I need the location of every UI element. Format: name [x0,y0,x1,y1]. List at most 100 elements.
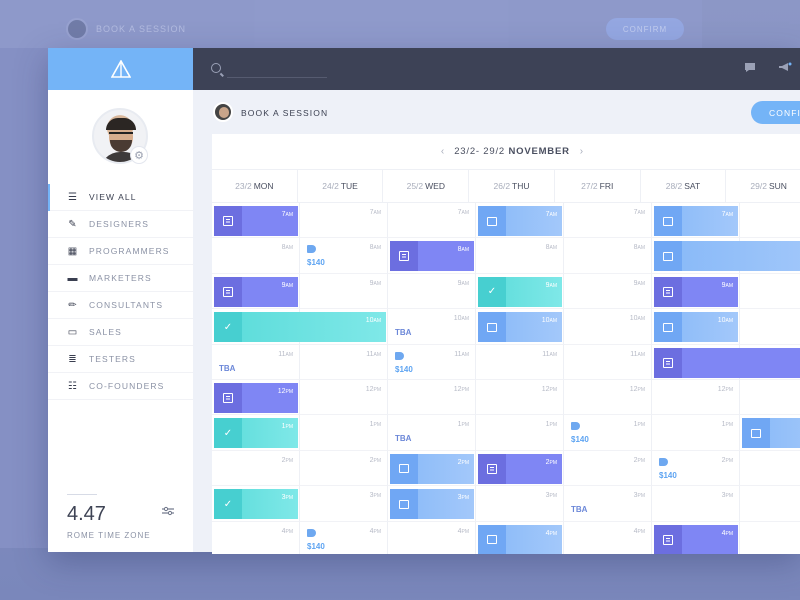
day-name: FRI [599,181,614,191]
time-slot[interactable]: 12PM [652,380,740,416]
time-slot[interactable]: 8AM [476,238,564,274]
time-slot[interactable]: 1PM [388,415,476,451]
time-slot[interactable]: 12PM [740,380,800,416]
time-slot[interactable]: 2PM [652,450,740,487]
time-slot[interactable]: 12PM [476,380,564,416]
chevron-right-icon[interactable]: › [579,146,584,157]
sidebar-item-testers[interactable]: ≣ TESTERS [48,346,193,373]
sidebar-item-designers[interactable]: ✎ DESIGNERS [48,211,193,238]
session-block[interactable]: 2PM [390,453,474,484]
sidebar-item-view-all[interactable]: ☰ VIEW ALL [48,184,193,211]
time-slot[interactable]: 7AM [300,203,388,239]
sidebar-item-sales[interactable]: ▭ SALES [48,319,193,346]
day-header[interactable]: 23/2 MON [212,170,298,202]
time-slot[interactable]: 1PM [740,415,800,451]
session-block[interactable]: 8AM [390,241,474,272]
time-slot[interactable]: 1PM [564,415,652,451]
time-slot[interactable]: 10AM [740,309,800,345]
time-slot[interactable]: 11AM [476,344,564,380]
session-block[interactable]: 7AM [654,206,738,236]
time-slot[interactable]: 8AM [300,238,388,274]
time-slot[interactable]: 2PM [740,451,800,487]
time-slot[interactable]: 4PM [564,521,652,554]
sidebar-item-consultants[interactable]: ✏ CONSULTANTS [48,292,193,319]
time-slot[interactable]: 3PM [564,486,652,522]
sidebar-item-marketers[interactable]: ▬ MARKETERS [48,265,193,292]
time-slot[interactable]: 4PM [740,522,800,554]
session-block[interactable]: 10AM [654,312,738,343]
time-slot[interactable]: 7AM [564,203,652,239]
time-slot[interactable]: 10AM [388,309,476,345]
session-block[interactable]: 12PM [214,383,298,413]
time-slot[interactable]: 9AM [388,273,476,310]
time-slot[interactable]: 11AM [564,344,652,380]
session-block[interactable]: 9AM [654,276,738,307]
session-block[interactable]: 2PM [478,453,562,484]
time-slot[interactable]: 9AM [300,273,388,310]
session-block[interactable]: 3PM [390,489,474,520]
session-block[interactable]: ✓ 3PM [214,489,298,520]
session-block[interactable]: 8AM [654,241,800,272]
time-slot[interactable]: 11AM [300,344,388,380]
time-slot[interactable]: 9AM [740,274,800,310]
day-header[interactable]: 27/2 FRI [555,170,641,202]
time-slot[interactable]: 8AM [740,238,800,274]
time-slot[interactable]: 4PM [300,521,388,554]
session-block[interactable]: 4PM [654,524,738,554]
day-name: MON [253,181,274,191]
adjust-icon[interactable] [162,506,174,519]
time-slot[interactable]: 9AM [564,273,652,310]
day-header[interactable]: 24/2 TUE [298,170,384,202]
time-slot[interactable]: 12PM [564,380,652,416]
time-slot[interactable]: 2PM [212,450,300,487]
time-slot[interactable]: 3PM [476,486,564,522]
session-block[interactable]: 7AM [214,206,298,236]
confirm-button[interactable]: CONFIRM [751,101,800,124]
time-slot[interactable]: 12PM [300,380,388,416]
sidebar-item-programmers[interactable]: ▦ PROGRAMMERS [48,238,193,265]
gear-icon[interactable]: ⚙ [130,146,148,164]
time-slot[interactable]: 2PM [300,450,388,487]
day-header[interactable]: 26/2 THU [469,170,555,202]
sidebar-item-co-founders[interactable]: ☷ CO-FOUNDERS [48,373,193,400]
chat-icon[interactable] [744,62,758,74]
time-slot[interactable]: 8AM [564,238,652,274]
time-slot[interactable]: 11AM [740,345,800,380]
time-slot[interactable]: 1PM [300,415,388,451]
time-slot[interactable]: 1PM [476,415,564,451]
session-block[interactable]: 10AM [478,312,562,343]
search-input[interactable] [227,60,327,78]
slot-time: 1PM [457,421,469,429]
session-block[interactable]: 11AM [654,347,800,378]
time-slot[interactable]: 8AM [212,238,300,274]
session-block[interactable]: ✓ 9AM [478,276,562,307]
time-slot[interactable]: 10AM [564,309,652,345]
search-icon[interactable] [211,63,221,73]
session-block[interactable]: ✓ 1PM [214,418,298,449]
time-slot[interactable]: 3PM [740,486,800,522]
time-slot[interactable]: 3PM [652,486,740,522]
time-slot[interactable]: 7AM [740,203,800,239]
session-block[interactable]: 9AM [214,276,298,307]
brand-logo[interactable] [48,48,193,90]
time-slot[interactable]: 2PM [564,450,652,487]
session-block[interactable]: ✓ 10AM [214,312,386,343]
avatar[interactable] [92,108,148,164]
session-block[interactable]: 1PM [742,418,800,449]
session-block[interactable]: 4PM [478,524,562,554]
chevron-left-icon[interactable]: ‹ [440,146,445,157]
time-slot[interactable]: 4PM [388,521,476,554]
day-header[interactable]: 29/2 SUN [726,170,800,202]
time-slot[interactable]: 11AM [388,344,476,380]
time-slot[interactable]: 1PM [652,415,740,451]
time-slot[interactable]: 3PM [300,486,388,522]
session-block[interactable]: 7AM [478,206,562,236]
megaphone-icon[interactable] [778,62,792,74]
day-header[interactable]: 28/2 SAT [641,170,727,202]
time-slot[interactable]: 7AM [388,203,476,239]
time-slot[interactable]: 4PM [212,521,300,554]
time-slot[interactable]: 11AM [212,344,300,380]
background-window-header: BOOK A SESSION CONFIRM [0,0,702,48]
day-header[interactable]: 25/2 WED [383,170,470,202]
time-slot[interactable]: 12PM [388,380,476,416]
